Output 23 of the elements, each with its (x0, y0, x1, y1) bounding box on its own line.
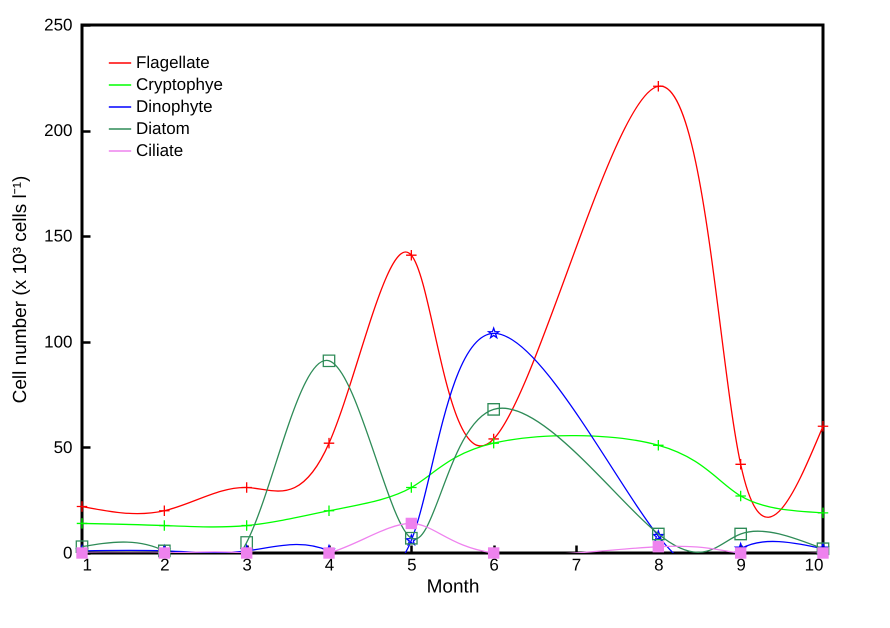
legend-label: Diatom (136, 119, 190, 138)
legend-label: Flagellate (136, 53, 210, 72)
legend-label: Cryptophye (136, 75, 223, 94)
y-tick-label: 0 (63, 544, 72, 562)
x-tick-label: 3 (242, 556, 252, 574)
y-tick-label: 150 (44, 226, 72, 246)
x-tick-label: 4 (324, 556, 334, 574)
x-tick-label: 9 (736, 556, 746, 574)
x-tick-label: 1 (82, 556, 92, 574)
x-axis-title: Month (426, 576, 480, 598)
x-tick-label: 6 (489, 556, 499, 574)
x-tick-label: 10 (804, 556, 824, 574)
y-tick-label: 100 (44, 332, 72, 352)
x-tick-label: 2 (160, 556, 170, 574)
x-tick-label: 5 (407, 556, 417, 574)
y-axis-title: Cell number (x 10³ cells l⁻¹) (10, 176, 32, 404)
x-tick-label: 8 (654, 556, 664, 574)
y-tick-label: 250 (44, 16, 72, 34)
x-tick-label: 7 (572, 556, 582, 574)
y-tick-label: 200 (44, 121, 72, 140)
legend-label: Ciliate (136, 141, 184, 160)
legend-label: Dinophyte (136, 97, 213, 116)
y-tick-label: 50 (54, 438, 72, 457)
